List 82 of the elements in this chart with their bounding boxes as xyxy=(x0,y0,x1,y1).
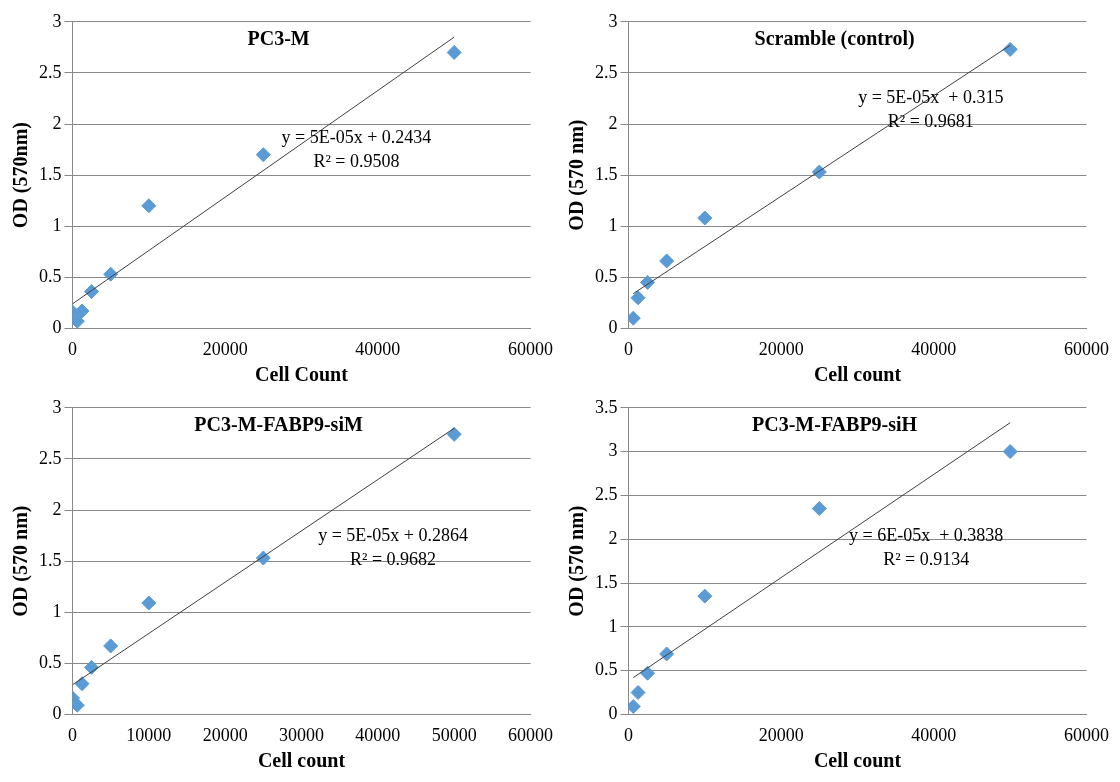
y-tick-label: 1 xyxy=(52,214,62,235)
y-tick-label: 1 xyxy=(52,600,62,621)
annotation: R² = 0.9134 xyxy=(883,549,970,570)
y-tick-label: 0.5 xyxy=(39,266,62,287)
y-tick-label: 2 xyxy=(608,527,618,548)
annotation: y = 5E-05x + 0.2864 xyxy=(318,525,468,546)
y-axis-title: OD (570 nm) xyxy=(9,505,33,617)
y-tick-label: 0.5 xyxy=(595,266,618,287)
y-tick-label: 3 xyxy=(52,10,62,31)
y-tick-label: 1.5 xyxy=(595,163,618,184)
y-tick-label: 1.5 xyxy=(39,549,62,570)
annotation: R² = 0.9508 xyxy=(313,151,400,172)
x-tick-label: 60000 xyxy=(508,338,553,359)
x-axis-title: Cell count xyxy=(257,749,346,772)
x-tick-label: 40000 xyxy=(911,338,957,359)
x-tick-label: 20000 xyxy=(758,724,804,745)
point xyxy=(1002,444,1018,460)
point xyxy=(103,638,119,654)
y-tick-label: 3 xyxy=(52,396,62,417)
x-tick-label: 10000 xyxy=(126,724,172,745)
y-axis-title: OD (570 nm) xyxy=(565,119,589,231)
y-tick-label: 2.5 xyxy=(595,61,618,82)
x-tick-label: 0 xyxy=(624,724,633,745)
x-tick-label: 40000 xyxy=(355,338,401,359)
point xyxy=(697,210,713,226)
point xyxy=(141,595,157,611)
x-tick-label: 20000 xyxy=(758,338,804,359)
y-tick-label: 0.5 xyxy=(595,659,618,680)
x-tick-label: 20000 xyxy=(202,724,248,745)
y-axis-title: OD (570nm) xyxy=(9,122,33,229)
chart-title: PC3-M-FABP9-siM xyxy=(194,412,363,435)
y-tick-label: 3 xyxy=(608,440,618,461)
point xyxy=(811,501,827,517)
y-tick-label: 2.5 xyxy=(39,447,62,468)
y-tick-label: 0 xyxy=(608,317,618,338)
x-axis-title: Cell count xyxy=(813,363,902,386)
y-tick-label: 2 xyxy=(608,112,618,133)
x-tick-label: 0 xyxy=(624,338,633,359)
y-tick-label: 0.5 xyxy=(39,652,62,673)
x-tick-label: 60000 xyxy=(508,724,553,745)
y-tick-label: 1 xyxy=(608,214,618,235)
y-tick-label: 0 xyxy=(52,317,62,338)
point xyxy=(659,253,675,269)
annotation: y = 6E-05x + 0.3838 xyxy=(849,525,1004,546)
annotation: R² = 0.9682 xyxy=(350,549,437,570)
x-tick-label: 50000 xyxy=(431,724,477,745)
x-tick-label: 0 xyxy=(68,338,77,359)
point xyxy=(141,198,157,214)
y-tick-label: 2.5 xyxy=(595,484,618,505)
x-tick-label: 40000 xyxy=(355,724,401,745)
x-tick-label: 60000 xyxy=(1064,338,1109,359)
point xyxy=(74,303,90,319)
y-tick-label: 1.5 xyxy=(595,571,618,592)
y-tick-label: 3 xyxy=(608,10,618,31)
x-tick-label: 0 xyxy=(68,724,77,745)
y-tick-label: 2 xyxy=(52,112,62,133)
point xyxy=(630,290,646,306)
point xyxy=(446,426,462,442)
y-axis-title: OD (570 nm) xyxy=(565,505,589,617)
annotation: y = 5E-05x + 0.2434 xyxy=(281,127,432,148)
x-tick-label: 40000 xyxy=(911,724,957,745)
y-tick-label: 2 xyxy=(52,498,62,519)
x-tick-label: 30000 xyxy=(279,724,324,745)
x-axis-title: Cell Count xyxy=(255,363,349,386)
x-tick-label: 60000 xyxy=(1064,724,1109,745)
y-tick-label: 1 xyxy=(608,615,618,636)
point xyxy=(255,147,271,163)
annotation: R² = 0.9681 xyxy=(887,111,974,132)
x-tick-label: 20000 xyxy=(202,338,248,359)
y-tick-label: 0 xyxy=(52,703,62,724)
chart-title: PC3-M-FABP9-siH xyxy=(752,412,918,435)
y-tick-label: 2.5 xyxy=(39,61,62,82)
y-tick-label: 1.5 xyxy=(39,163,62,184)
point xyxy=(630,685,646,700)
y-tick-label: 3.5 xyxy=(595,396,618,417)
point xyxy=(446,44,462,60)
x-axis-title: Cell count xyxy=(813,749,902,772)
chart-title: PC3-M xyxy=(247,26,310,49)
point xyxy=(697,588,713,604)
annotation: y = 5E-05x + 0.315 xyxy=(858,87,1004,108)
chart-title: Scramble (control) xyxy=(754,26,915,50)
y-tick-label: 0 xyxy=(608,703,618,724)
